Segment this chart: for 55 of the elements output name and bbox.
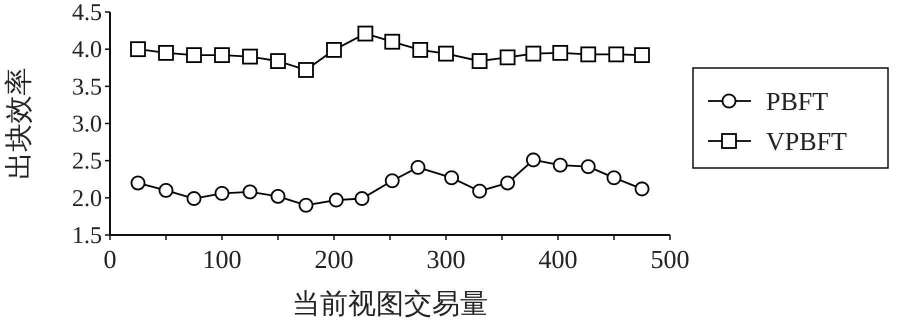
- point: [552, 44, 568, 61]
- y-tick-label: 3.0: [72, 112, 102, 138]
- point: [410, 160, 426, 175]
- point: [326, 42, 342, 58]
- point: [608, 46, 624, 62]
- point: [444, 170, 459, 186]
- point: [354, 191, 370, 206]
- legend-label: PBFT: [766, 87, 828, 116]
- y-tick-label: 1.5: [72, 223, 102, 249]
- point: [158, 44, 174, 61]
- point: [357, 26, 374, 42]
- point: [500, 49, 516, 66]
- point: [384, 34, 400, 50]
- x-tick-label: 0: [104, 245, 116, 274]
- point: [580, 46, 596, 62]
- point: [270, 188, 286, 204]
- y-tick-label: 2.0: [72, 186, 102, 212]
- point: [158, 183, 174, 198]
- point: [298, 198, 314, 213]
- y-axis-title: 出块效率: [4, 68, 35, 180]
- y-tick-label: 4.5: [72, 0, 102, 26]
- x-tick-label: 200: [314, 245, 354, 274]
- point: [526, 152, 541, 168]
- point: [472, 184, 487, 199]
- legend-label: VPBFT: [766, 127, 848, 156]
- point: [580, 159, 596, 174]
- point: [186, 191, 202, 206]
- point: [384, 173, 400, 188]
- point: [328, 192, 344, 208]
- point: [412, 42, 428, 58]
- x-tick-label: 500: [650, 245, 690, 274]
- point: [242, 48, 258, 64]
- point: [525, 46, 542, 62]
- point: [634, 182, 650, 196]
- point: [438, 46, 454, 62]
- point: [500, 176, 515, 190]
- point: [634, 47, 650, 64]
- point: [270, 53, 286, 69]
- point: [214, 186, 230, 201]
- y-tick-label: 4.0: [72, 37, 102, 64]
- point: [130, 176, 146, 190]
- point: [130, 41, 146, 58]
- point: [298, 62, 314, 78]
- y-tick-label: 3.5: [72, 74, 102, 100]
- point: [552, 158, 568, 173]
- x-tick-label: 100: [202, 245, 242, 274]
- point: [242, 184, 258, 200]
- point: [214, 47, 230, 64]
- x-tick-label: 300: [426, 245, 466, 274]
- point: [472, 53, 488, 69]
- point: [606, 170, 622, 186]
- x-tick-label: 400: [538, 245, 578, 274]
- point: [186, 47, 202, 64]
- x-axis-title: 当前视图交易量: [292, 289, 488, 320]
- y-tick-label: 2.5: [72, 148, 102, 175]
